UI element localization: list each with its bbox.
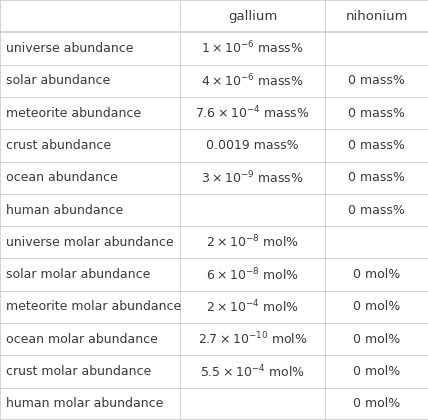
Text: ocean abundance: ocean abundance — [6, 171, 118, 184]
Text: $3\times10^{-9}$ mass%: $3\times10^{-9}$ mass% — [201, 169, 304, 186]
Text: meteorite abundance: meteorite abundance — [6, 107, 142, 120]
Text: 0 mol%: 0 mol% — [353, 397, 400, 410]
Text: crust abundance: crust abundance — [6, 139, 112, 152]
Text: universe molar abundance: universe molar abundance — [6, 236, 174, 249]
Text: universe abundance: universe abundance — [6, 42, 134, 55]
Text: 0 mol%: 0 mol% — [353, 300, 400, 313]
Text: $1\times10^{-6}$ mass%: $1\times10^{-6}$ mass% — [201, 40, 304, 57]
Text: $2\times10^{-4}$ mol%: $2\times10^{-4}$ mol% — [206, 299, 299, 315]
Text: 0 mass%: 0 mass% — [348, 74, 405, 87]
Text: human abundance: human abundance — [6, 204, 124, 216]
Text: 0 mass%: 0 mass% — [348, 171, 405, 184]
Text: $7.6\times10^{-4}$ mass%: $7.6\times10^{-4}$ mass% — [195, 105, 310, 121]
Text: $4\times10^{-6}$ mass%: $4\times10^{-6}$ mass% — [201, 73, 304, 89]
Text: solar abundance: solar abundance — [6, 74, 111, 87]
Text: meteorite molar abundance: meteorite molar abundance — [6, 300, 181, 313]
Text: gallium: gallium — [228, 10, 277, 23]
Text: 0 mol%: 0 mol% — [353, 365, 400, 378]
Text: 0 mol%: 0 mol% — [353, 333, 400, 346]
Text: 0 mass%: 0 mass% — [348, 107, 405, 120]
Text: 0 mass%: 0 mass% — [348, 204, 405, 216]
Text: 0 mol%: 0 mol% — [353, 268, 400, 281]
Text: nihonium: nihonium — [345, 10, 408, 23]
Text: 0 mass%: 0 mass% — [348, 139, 405, 152]
Text: $5.5\times10^{-4}$ mol%: $5.5\times10^{-4}$ mol% — [200, 363, 305, 380]
Text: crust molar abundance: crust molar abundance — [6, 365, 152, 378]
Text: human molar abundance: human molar abundance — [6, 397, 164, 410]
Text: $6\times10^{-8}$ mol%: $6\times10^{-8}$ mol% — [206, 266, 299, 283]
Text: 0.0019 mass%: 0.0019 mass% — [206, 139, 299, 152]
Text: ocean molar abundance: ocean molar abundance — [6, 333, 158, 346]
Text: $2\times10^{-8}$ mol%: $2\times10^{-8}$ mol% — [206, 234, 299, 251]
Text: solar molar abundance: solar molar abundance — [6, 268, 151, 281]
Text: $2.7\times10^{-10}$ mol%: $2.7\times10^{-10}$ mol% — [198, 331, 307, 347]
